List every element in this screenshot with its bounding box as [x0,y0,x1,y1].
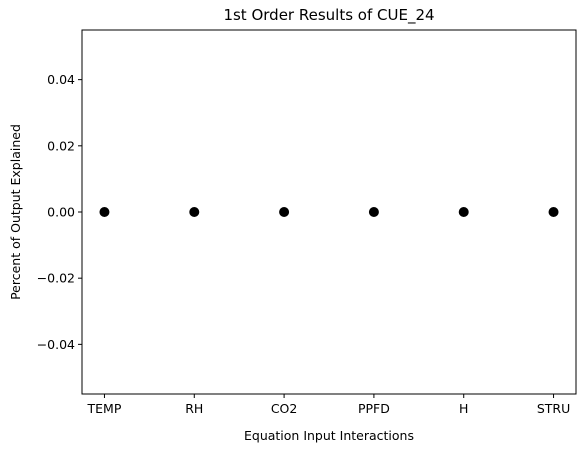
data-point [99,207,110,217]
data-point [458,207,469,217]
x-tick-label: CO2 [271,401,298,416]
data-point [279,207,290,217]
y-tick-label: 0.00 [47,205,75,220]
data-point [189,207,200,217]
x-tick-label: H [459,401,468,416]
data-point [368,207,379,217]
plot-area [81,29,577,395]
x-tick-label: PPFD [358,401,390,416]
y-axis: −0.04 −0.02 0.00 0.02 0.04 [37,72,82,352]
y-tick-label: −0.04 [37,337,75,352]
y-tick-label: −0.02 [37,271,75,286]
x-axis: TEMP RH CO2 PPFD H STRU [87,394,570,416]
y-tick-label: 0.04 [47,72,75,87]
x-tick-label: RH [185,401,203,416]
y-tick-label: 0.02 [47,138,75,153]
data-point [548,207,559,217]
x-tick-label: TEMP [87,401,122,416]
data-points [99,207,559,217]
x-tick-label: STRU [537,401,570,416]
chart-title: 1st Order Results of CUE_24 [223,6,434,25]
x-axis-label: Equation Input Interactions [244,428,414,443]
y-axis-label: Percent of Output Explained [8,124,23,300]
